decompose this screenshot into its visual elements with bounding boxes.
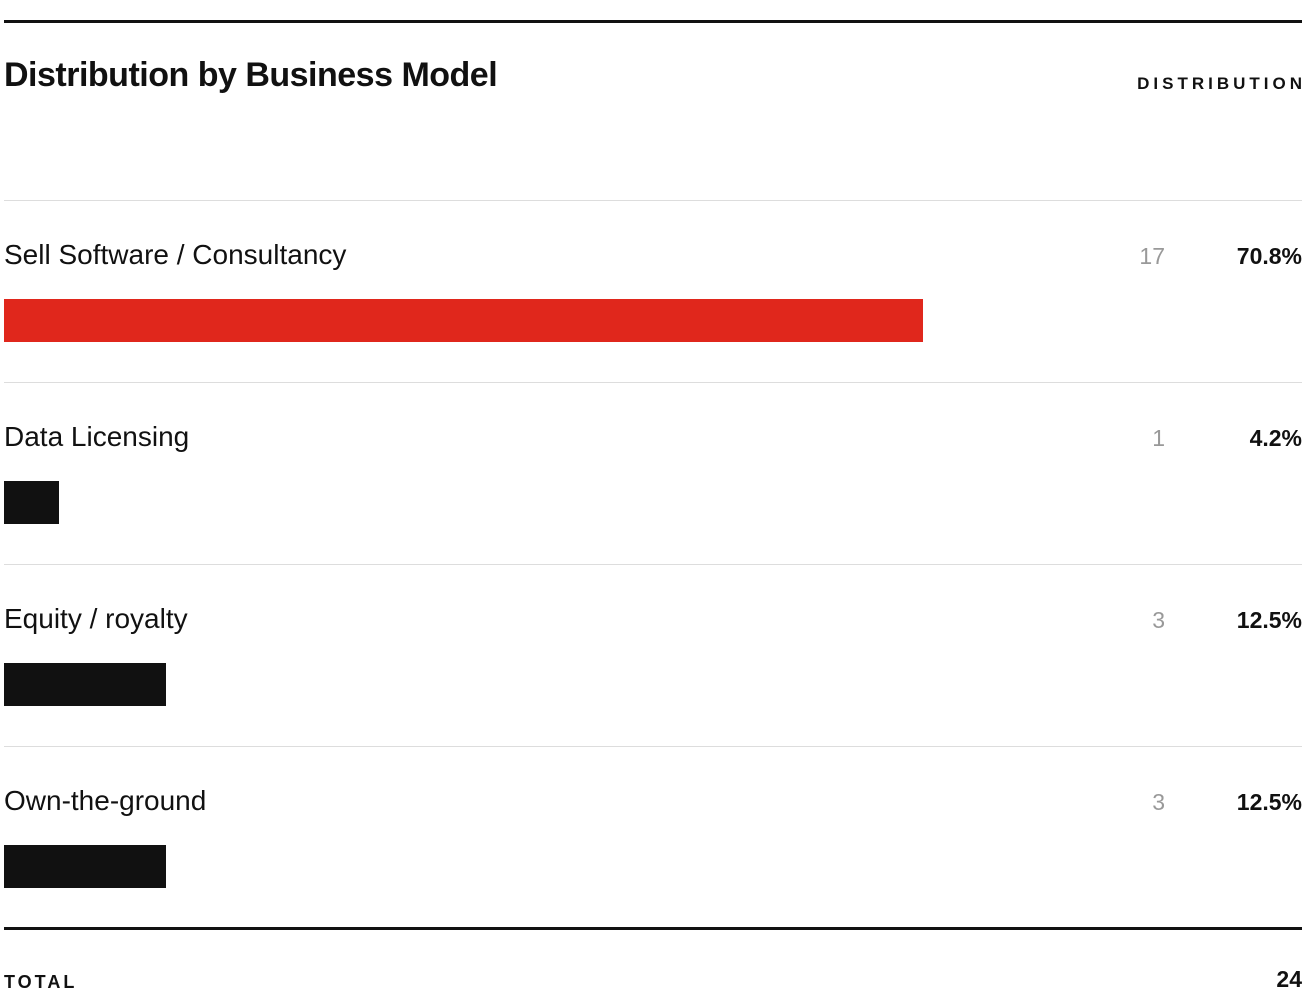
- value-label: 4.2%: [1249, 425, 1302, 451]
- total: 24: [1276, 966, 1302, 992]
- count: 1: [1152, 425, 1165, 451]
- top-rule: [4, 20, 1302, 23]
- divider: [4, 746, 1302, 747]
- value-label: 12.5%: [1236, 607, 1302, 633]
- bar: [4, 663, 167, 706]
- count: 3: [1152, 607, 1165, 633]
- bar: [4, 845, 167, 888]
- value-label: 70.8%: [1236, 243, 1302, 269]
- divider: [4, 564, 1302, 565]
- category-label: Equity / royalty: [4, 603, 188, 634]
- divider: [4, 200, 1302, 201]
- category-label: Sell Software / Consultancy: [4, 239, 347, 270]
- bar: [4, 299, 923, 342]
- total-label: TOTAL: [4, 972, 78, 992]
- header-label: DISTRIBUTION: [1137, 74, 1306, 93]
- category-label: Data Licensing: [4, 421, 190, 452]
- count: 3: [1152, 789, 1165, 815]
- bottom-rule: [4, 927, 1302, 930]
- value-label: 12.5%: [1236, 789, 1302, 815]
- category-label: Own-the-ground: [4, 785, 207, 816]
- divider: [4, 382, 1302, 383]
- count: 17: [1139, 243, 1165, 269]
- title: Distribution by Business Model: [4, 56, 498, 94]
- bar: [4, 481, 59, 524]
